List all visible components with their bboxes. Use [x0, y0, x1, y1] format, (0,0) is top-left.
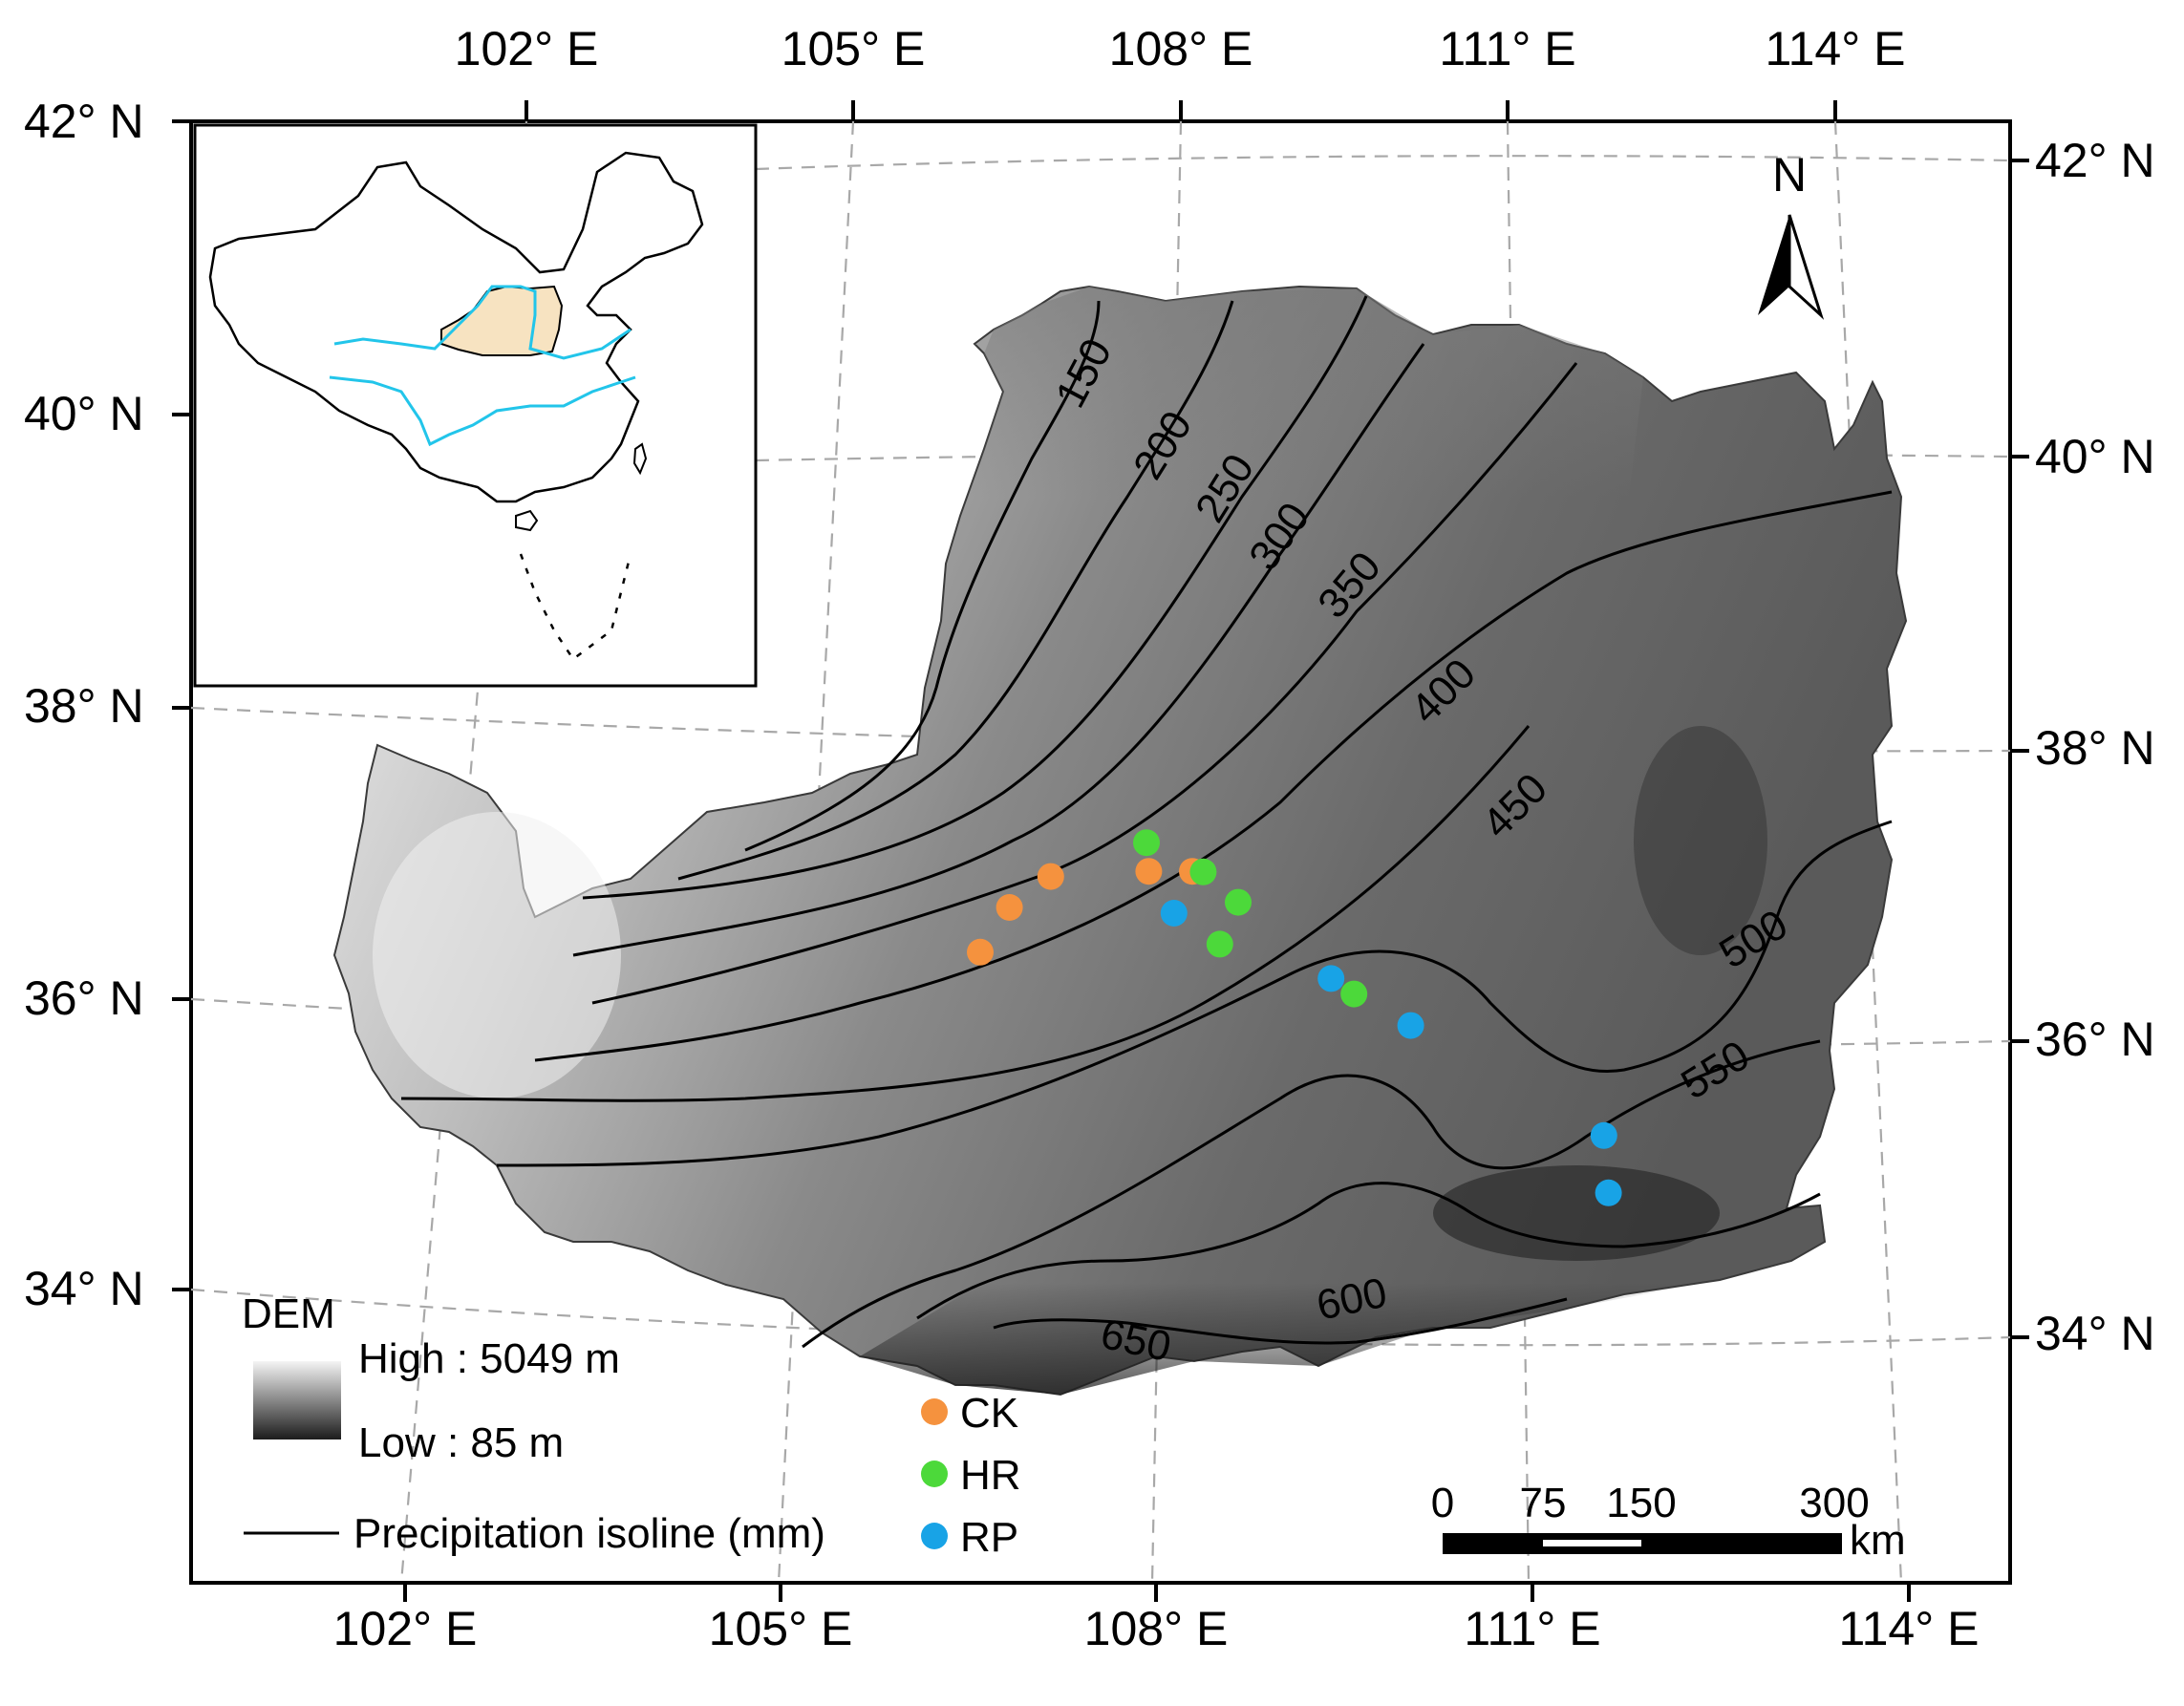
graticule-lat-38	[191, 706, 2010, 753]
graticule-lon-105	[777, 121, 855, 1583]
top-lon-label: 114° E	[1766, 22, 1906, 75]
legend-ck-label: CK	[960, 1390, 1018, 1437]
isoline-150	[744, 300, 1101, 852]
site-hr-5	[1340, 980, 1368, 1008]
isoline-200	[677, 300, 1234, 881]
graticule-lon-102	[399, 121, 528, 1583]
site-hr-4	[1206, 930, 1233, 958]
dem-legend-high: High : 5049 m	[358, 1335, 620, 1382]
bottom-lon-label: 105° E	[709, 1602, 853, 1655]
scale-tick-150: 150	[1606, 1480, 1676, 1526]
scale-bar: 0 75 150 300 km	[1431, 1480, 1906, 1564]
site-rp-3	[1397, 1012, 1424, 1039]
site-hr-2	[1189, 858, 1217, 885]
site-ck-2	[996, 894, 1023, 921]
legend-hr-dot	[921, 1461, 948, 1487]
site-ck-4	[1135, 858, 1163, 885]
legend-ck-dot	[921, 1398, 948, 1425]
scale-bar-body	[1443, 1533, 1842, 1554]
left-lat-label: 42° N	[24, 95, 144, 148]
isoline-650	[993, 1297, 1568, 1345]
right-lat-label: 38° N	[2035, 721, 2155, 775]
legend-hr-label: HR	[960, 1452, 1021, 1499]
graticule-lon-114	[1833, 121, 1903, 1583]
bottom-lon-label: 114° E	[1839, 1602, 1980, 1655]
north-arrow: N	[1758, 148, 1825, 320]
dem-shade-north	[917, 287, 1643, 755]
top-lon-label: 108° E	[1109, 22, 1253, 75]
site-markers	[967, 829, 1622, 1206]
top-lon-label: 105° E	[782, 22, 926, 75]
inset-china-map	[193, 123, 758, 688]
bottom-lon-label: 108° E	[1084, 1602, 1229, 1655]
left-lat-label: 38° N	[24, 679, 144, 733]
right-lat-label: 40° N	[2035, 430, 2155, 483]
dem-legend-title: DEM	[242, 1290, 335, 1337]
site-hr-3	[1225, 888, 1252, 916]
site-legend: CK HR RP	[921, 1390, 1021, 1561]
site-ck-3	[1037, 863, 1064, 890]
isoline-250	[582, 295, 1368, 900]
scale-bar-inner	[1543, 1540, 1641, 1546]
dem-dark-basin	[1634, 726, 1767, 955]
left-lat-label: 36° N	[24, 971, 144, 1025]
graticule-lat-42	[755, 155, 2010, 171]
dem-legend-low: Low : 85 m	[358, 1419, 564, 1466]
yellow-river	[333, 285, 632, 360]
dem-legend: DEM High : 5049 m Low : 85 m Precipitati…	[242, 1290, 825, 1557]
site-rp-1	[1160, 900, 1188, 927]
legend-rp-dot	[921, 1523, 948, 1549]
bottom-lon-label: 111° E	[1464, 1602, 1600, 1655]
graticule-lat-34	[191, 1288, 2010, 1347]
isoline-550	[802, 1039, 1821, 1349]
taiwan-island	[632, 442, 648, 476]
dem-light-ridge	[373, 812, 621, 1098]
isoline-500	[496, 820, 1893, 1167]
dem-legend-ramp	[253, 1361, 341, 1439]
left-lat-label: 34° N	[24, 1262, 144, 1315]
isoline-350	[591, 362, 1578, 1005]
dem-dark-valley	[1433, 1165, 1720, 1261]
top-lon-label: 111° E	[1439, 22, 1575, 75]
scale-tick-75: 75	[1520, 1480, 1567, 1526]
isoline-450	[400, 725, 1531, 1102]
site-rp-2	[1317, 965, 1345, 992]
legend-rp-label: RP	[960, 1514, 1018, 1561]
scale-tick-0: 0	[1431, 1480, 1454, 1526]
left-lat-label: 40° N	[24, 387, 144, 440]
site-rp-4	[1590, 1121, 1617, 1149]
yangtze-river	[329, 375, 636, 447]
graticule-lon-111	[1506, 121, 1531, 1583]
right-lat-labels: 42° N 40° N 38° N 36° N 34° N	[2010, 134, 2155, 1360]
isoline-400	[534, 490, 1893, 1062]
isoline-600	[916, 1182, 1821, 1320]
hainan-island	[515, 509, 539, 532]
precipitation-isolines	[400, 295, 1893, 1349]
top-lon-label: 102° E	[455, 22, 599, 75]
right-lat-label: 34° N	[2035, 1307, 2155, 1360]
dem-plateau	[332, 285, 1908, 1397]
right-lat-label: 42° N	[2035, 134, 2155, 187]
site-hr-1	[1133, 829, 1160, 857]
bottom-lon-labels: 102° E 105° E 108° E 111° E 114° E	[333, 1583, 1980, 1655]
right-lat-label: 36° N	[2035, 1013, 2155, 1066]
north-arrow-right	[1788, 214, 1825, 320]
scale-unit: km	[1850, 1517, 1906, 1564]
site-rp-5	[1595, 1179, 1622, 1206]
isoline-legend-label: Precipitation isoline (mm)	[353, 1510, 825, 1557]
left-lat-labels: 42° N 40° N 38° N 36° N 34° N	[24, 95, 191, 1315]
isoline-300	[572, 343, 1425, 957]
north-arrow-label: N	[1772, 148, 1807, 202]
site-ck-1	[967, 938, 994, 966]
bottom-lon-label: 102° E	[333, 1602, 478, 1655]
north-arrow-left	[1758, 215, 1789, 315]
top-lon-labels: 102° E 105° E 108° E 111° E 114° E	[455, 22, 1906, 121]
scale-tick-300: 300	[1799, 1480, 1869, 1526]
